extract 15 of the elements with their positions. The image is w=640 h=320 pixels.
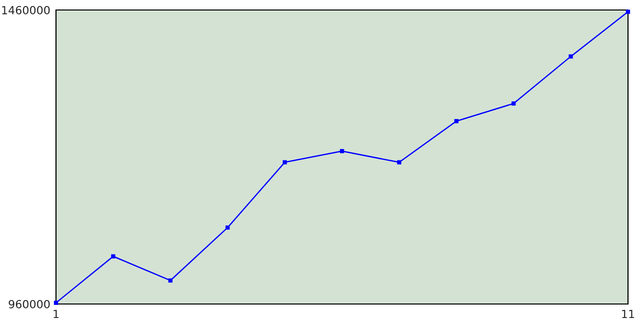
point: [626, 10, 630, 14]
point: [397, 160, 402, 164]
y-tick-label: 1460000: [2, 6, 50, 14]
point: [111, 254, 116, 258]
point: [454, 119, 458, 124]
y-tick-label: 960000: [8, 300, 50, 308]
x-tick-label: 1: [54, 310, 59, 318]
x-tick-label: 11: [622, 310, 634, 318]
point: [226, 225, 230, 230]
point: [54, 300, 58, 305]
point: [168, 278, 172, 283]
point: [568, 54, 573, 59]
point: [512, 101, 516, 106]
point: [282, 160, 287, 164]
point: [340, 149, 344, 154]
